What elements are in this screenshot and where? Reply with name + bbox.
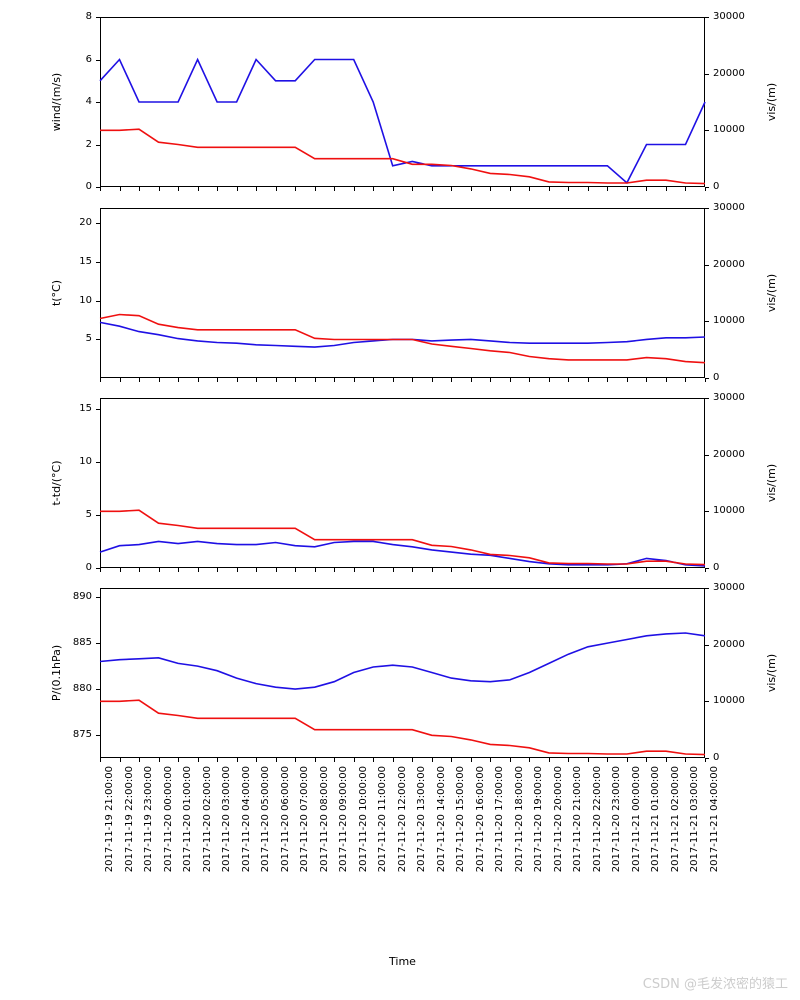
series-right-pressure (100, 700, 705, 754)
xlabel: Time (100, 955, 705, 968)
watermark: CSDN @毛发浓密的猿工 (643, 973, 788, 992)
figure: 024680100002000030000wind/(m/s)vis/(m)51… (0, 0, 800, 1000)
series-left-pressure (100, 633, 705, 689)
lines-pressure (0, 0, 800, 1000)
